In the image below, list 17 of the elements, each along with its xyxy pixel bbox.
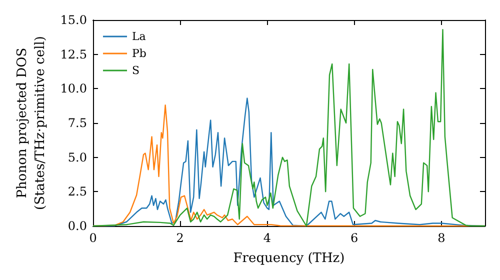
x-tick-label: 2	[176, 231, 184, 245]
legend-label: La	[132, 30, 146, 43]
y-tick-label: 10.0	[60, 82, 87, 96]
legend-label: S	[132, 64, 140, 77]
y-tick-label: 12.5	[60, 47, 87, 62]
x-tick-label: 8	[438, 231, 446, 245]
y-tick-label: 0.0	[68, 219, 87, 233]
y-tick-label: 2.5	[68, 184, 87, 199]
x-tick-label: 6	[350, 231, 358, 245]
x-tick-label: 0	[89, 231, 97, 245]
y-axis-title: Phonon projected DOS (States/THz·primitive cell)	[14, 36, 48, 210]
legend-label: Pb	[132, 47, 146, 60]
x-tick-label: 4	[263, 231, 272, 245]
y-tick-label: 5.0	[68, 150, 87, 164]
x-axis-title: Frequency (THz)	[233, 251, 345, 266]
y-tick-label: 7.5	[68, 116, 87, 130]
y-tick-label: 15.0	[60, 13, 87, 27]
